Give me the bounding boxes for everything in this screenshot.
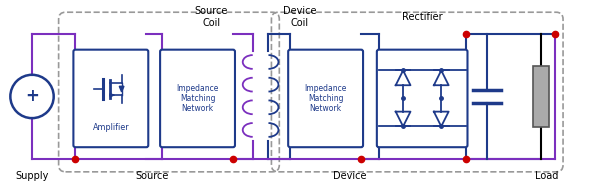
- Polygon shape: [119, 86, 124, 92]
- FancyBboxPatch shape: [288, 50, 363, 147]
- Text: Impedance
Matching
Network: Impedance Matching Network: [176, 83, 219, 113]
- FancyBboxPatch shape: [73, 50, 148, 147]
- FancyBboxPatch shape: [377, 50, 467, 147]
- Text: Load: Load: [535, 171, 558, 181]
- Text: Supply: Supply: [16, 171, 49, 181]
- Text: Amplifier: Amplifier: [92, 124, 129, 132]
- Text: Source: Source: [136, 171, 169, 181]
- Text: Rectifier: Rectifier: [402, 12, 442, 22]
- Text: Device: Device: [332, 171, 366, 181]
- Text: +: +: [25, 87, 39, 105]
- Text: Impedance
Matching
Network: Impedance Matching Network: [304, 83, 347, 113]
- Text: Source
Coil: Source Coil: [194, 6, 228, 28]
- Bar: [533, 66, 549, 127]
- FancyBboxPatch shape: [160, 50, 235, 147]
- Text: Device
Coil: Device Coil: [283, 6, 317, 28]
